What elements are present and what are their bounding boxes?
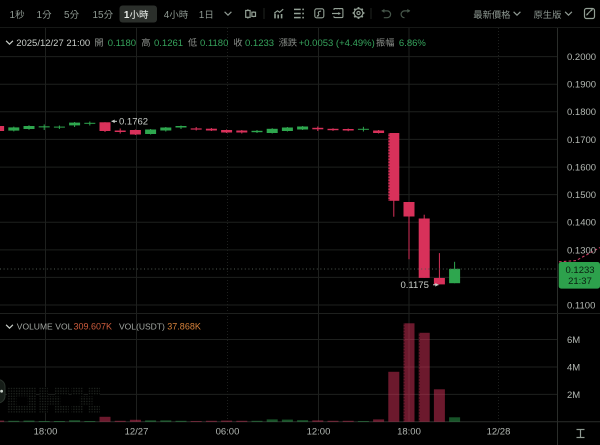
svg-text:0.1900: 0.1900 bbox=[567, 80, 596, 91]
svg-text:0.1500: 0.1500 bbox=[567, 190, 596, 201]
svg-text:+0.0053 (+4.49%): +0.0053 (+4.49%) bbox=[299, 38, 375, 49]
svg-text:4M: 4M bbox=[567, 362, 580, 373]
svg-text:309.607K: 309.607K bbox=[74, 322, 113, 332]
svg-text:0.1180: 0.1180 bbox=[200, 38, 228, 49]
svg-text:0.1700: 0.1700 bbox=[567, 135, 596, 146]
svg-text:0.1233: 0.1233 bbox=[566, 265, 595, 276]
svg-text:1: 1 bbox=[199, 10, 205, 21]
svg-text:0.1100: 0.1100 bbox=[567, 300, 595, 311]
svg-text:6.86%: 6.86% bbox=[399, 38, 426, 49]
svg-text:0.1180: 0.1180 bbox=[108, 38, 136, 49]
svg-text:VOLUME: VOLUME bbox=[17, 322, 53, 332]
svg-text:0.1300: 0.1300 bbox=[567, 245, 596, 256]
svg-text:VOL: VOL bbox=[55, 322, 72, 332]
svg-text:0.2000: 0.2000 bbox=[567, 52, 596, 63]
svg-text:0.1261: 0.1261 bbox=[154, 38, 183, 49]
svg-text:0.1175: 0.1175 bbox=[401, 280, 429, 291]
svg-text:12:00: 12:00 bbox=[307, 427, 331, 438]
svg-text:0.1233: 0.1233 bbox=[245, 38, 274, 49]
svg-text:2025/12/27 21:00: 2025/12/27 21:00 bbox=[16, 38, 90, 49]
svg-text:37.868K: 37.868K bbox=[167, 322, 201, 332]
svg-text:1: 1 bbox=[37, 10, 43, 21]
svg-text:VOL(USDT): VOL(USDT) bbox=[119, 322, 165, 332]
svg-text:21:37: 21:37 bbox=[568, 276, 592, 287]
svg-text:0.1800: 0.1800 bbox=[567, 107, 596, 118]
svg-text:15: 15 bbox=[93, 10, 105, 21]
svg-text:12/28: 12/28 bbox=[487, 427, 511, 438]
svg-text:12/27: 12/27 bbox=[125, 427, 149, 438]
svg-text:1: 1 bbox=[124, 10, 130, 21]
svg-text:6M: 6M bbox=[567, 335, 580, 346]
svg-text:4: 4 bbox=[164, 10, 170, 21]
svg-text:1: 1 bbox=[10, 10, 16, 21]
svg-text:2M: 2M bbox=[567, 390, 580, 401]
svg-text:0.1762: 0.1762 bbox=[119, 117, 148, 128]
svg-text:18:00: 18:00 bbox=[34, 427, 58, 438]
svg-text:5: 5 bbox=[64, 10, 70, 21]
svg-text:18:00: 18:00 bbox=[397, 427, 421, 438]
svg-text:0.1400: 0.1400 bbox=[567, 218, 596, 229]
svg-text:06:00: 06:00 bbox=[216, 427, 240, 438]
svg-text:0.1600: 0.1600 bbox=[567, 163, 596, 174]
